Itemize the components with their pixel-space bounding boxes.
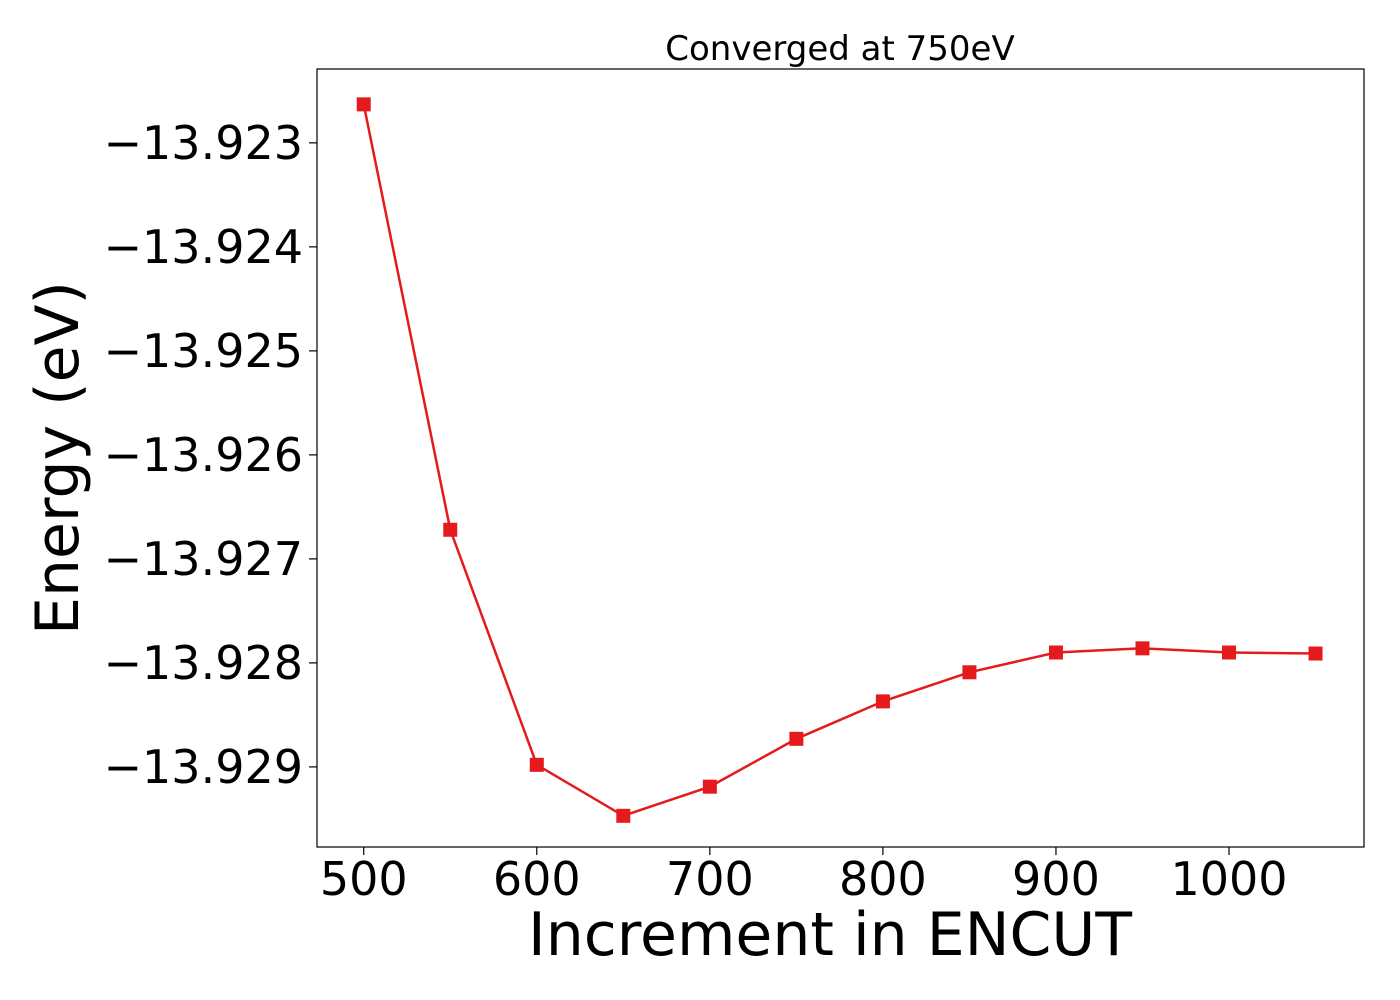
data-point-marker — [1135, 641, 1150, 656]
y-axis-label: Energy (eV) — [23, 281, 93, 635]
x-tick-label: 700 — [666, 852, 754, 906]
data-point-marker — [962, 665, 977, 680]
data-point-marker — [1222, 645, 1237, 660]
y-tick-label: −13.925 — [104, 324, 304, 378]
x-axis-label: Increment in ENCUT — [528, 900, 1132, 970]
x-tick-label: 800 — [839, 852, 927, 906]
x-tick-label: 500 — [320, 852, 408, 906]
x-tick-label: 600 — [493, 852, 581, 906]
y-axis-ticks: −13.923 −13.924 −13.925 −13.926 −13.927 −13.9… — [104, 116, 317, 794]
y-tick-label: −13.923 — [104, 116, 304, 170]
energy-series-markers — [356, 97, 1323, 823]
data-point-marker — [875, 694, 890, 709]
y-tick-label: −13.928 — [104, 636, 304, 690]
data-point-marker — [616, 808, 631, 823]
data-point-marker — [356, 97, 371, 112]
data-point-marker — [443, 522, 458, 537]
y-tick-label: −13.929 — [104, 740, 304, 794]
data-point-marker — [1048, 645, 1063, 660]
data-point-marker — [702, 779, 717, 794]
data-point-marker — [529, 757, 544, 772]
energy-series-line — [362, 104, 1316, 818]
y-tick-label: −13.924 — [104, 220, 304, 274]
x-axis-ticks: 500 600 700 800 900 1000 — [320, 847, 1288, 906]
x-tick-label: 900 — [1012, 852, 1100, 906]
chart-title: Converged at 750eV — [665, 29, 1014, 69]
plot-area-frame — [316, 68, 1365, 848]
data-point-marker — [1308, 646, 1323, 661]
y-tick-label: −13.926 — [104, 428, 304, 482]
x-tick-label: 1000 — [1170, 852, 1287, 906]
data-point-marker — [789, 731, 804, 746]
y-tick-label: −13.927 — [104, 532, 304, 586]
